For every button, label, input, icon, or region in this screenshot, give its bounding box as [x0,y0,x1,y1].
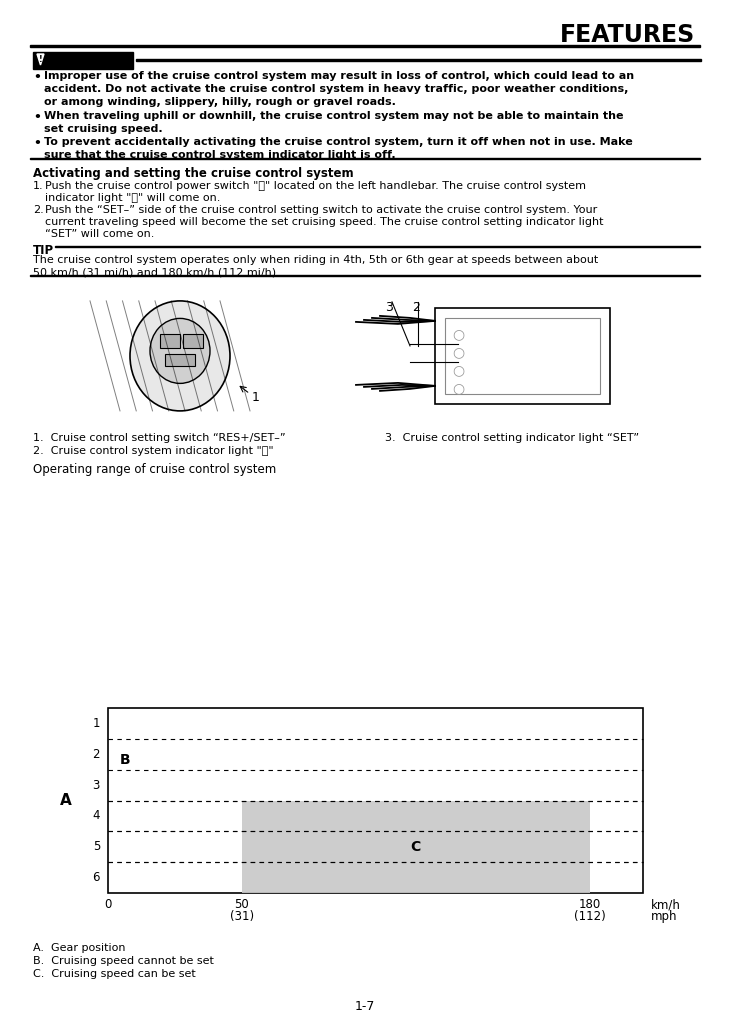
Text: ○: ○ [452,345,464,359]
Text: •: • [33,71,41,84]
Bar [33,52,133,69]
Text: 5: 5 [93,840,100,853]
Text: 1.: 1. [33,181,44,191]
Text: 2: 2 [93,747,100,761]
Text: 50 km/h (31 mi/h) and 180 km/h (112 mi/h).: 50 km/h (31 mi/h) and 180 km/h (112 mi/h… [33,267,280,277]
Bar [160,334,180,348]
Ellipse shape [150,319,210,383]
Bar [30,158,700,159]
Text: km/h: km/h [651,898,681,911]
Text: 0: 0 [105,898,112,911]
Text: ○: ○ [452,363,464,377]
Text: 6: 6 [93,871,100,884]
Text: C: C [411,839,421,854]
Bar [165,354,195,366]
Text: set cruising speed.: set cruising speed. [44,124,162,134]
Bar [55,246,700,247]
Text: To prevent accidentally activating the cruise control system, turn it off when n: To prevent accidentally activating the c… [44,137,633,147]
Text: Improper use of the cruise control system may result in loss of control, which c: Improper use of the cruise control syste… [44,71,634,81]
Text: or among winding, slippery, hilly, rough or gravel roads.: or among winding, slippery, hilly, rough… [44,97,396,108]
Text: 50: 50 [235,898,249,911]
Text: A: A [60,793,72,808]
Text: 180: 180 [578,898,601,911]
Text: 1.  Cruise control setting switch “RES+/SET–”: 1. Cruise control setting switch “RES+/S… [33,434,286,443]
Bar [136,59,701,61]
Text: When traveling uphill or downhill, the cruise control system may not be able to : When traveling uphill or downhill, the c… [44,111,624,121]
Bar [183,334,203,348]
Text: 1: 1 [252,391,260,404]
Text: !: ! [39,55,42,63]
Text: mph: mph [651,910,678,923]
Text: •: • [33,111,41,123]
Text: Activating and setting the cruise control system: Activating and setting the cruise contro… [33,168,354,180]
Bar [30,45,700,47]
Text: current traveling speed will become the set cruising speed. The cruise control s: current traveling speed will become the … [45,217,604,228]
Bar [445,318,600,394]
Text: EWA17451: EWA17451 [33,55,75,64]
Text: Push the “SET–” side of the cruise control setting switch to activate the cruise: Push the “SET–” side of the cruise contr… [45,205,597,215]
Text: “SET” will come on.: “SET” will come on. [45,230,154,239]
Text: indicator light "䒿" will come on.: indicator light "䒿" will come on. [45,194,220,204]
Polygon shape [37,54,44,65]
Text: 4: 4 [93,809,100,823]
Text: •: • [33,137,41,150]
Text: (31): (31) [230,910,254,923]
Text: (112): (112) [574,910,605,923]
Text: 2.: 2. [33,205,44,215]
Bar [108,708,643,893]
Text: 3: 3 [385,301,393,314]
Text: ○: ○ [452,327,464,341]
Text: B: B [120,753,131,767]
Text: 3.  Cruise control setting indicator light “SET”: 3. Cruise control setting indicator ligh… [385,434,639,443]
Text: 1-7: 1-7 [355,1000,375,1013]
Text: accident. Do not activate the cruise control system in heavy traffic, poor weath: accident. Do not activate the cruise con… [44,84,629,94]
Text: B.  Cruising speed cannot be set: B. Cruising speed cannot be set [33,956,214,966]
Text: A.  Gear position: A. Gear position [33,943,126,953]
Text: FEATURES: FEATURES [560,23,695,47]
Text: 3: 3 [93,778,100,792]
Text: Push the cruise control power switch "䒿" located on the left handlebar. The crui: Push the cruise control power switch "䒿"… [45,181,586,191]
Text: WARNING: WARNING [46,54,111,67]
Text: 2: 2 [412,301,420,314]
Bar [242,800,589,893]
Text: Operating range of cruise control system: Operating range of cruise control system [33,464,276,476]
Text: sure that the cruise control system indicator light is off.: sure that the cruise control system indi… [44,150,395,160]
Bar [30,275,700,276]
Text: TIP: TIP [33,244,54,258]
Bar [435,307,610,404]
Ellipse shape [130,301,230,411]
Text: C.  Cruising speed can be set: C. Cruising speed can be set [33,969,196,979]
Text: 2.  Cruise control system indicator light "䒿": 2. Cruise control system indicator light… [33,446,273,456]
Text: 1: 1 [93,717,100,730]
Text: ○: ○ [452,381,464,395]
Text: The cruise control system operates only when riding in 4th, 5th or 6th gear at s: The cruise control system operates only … [33,256,598,265]
